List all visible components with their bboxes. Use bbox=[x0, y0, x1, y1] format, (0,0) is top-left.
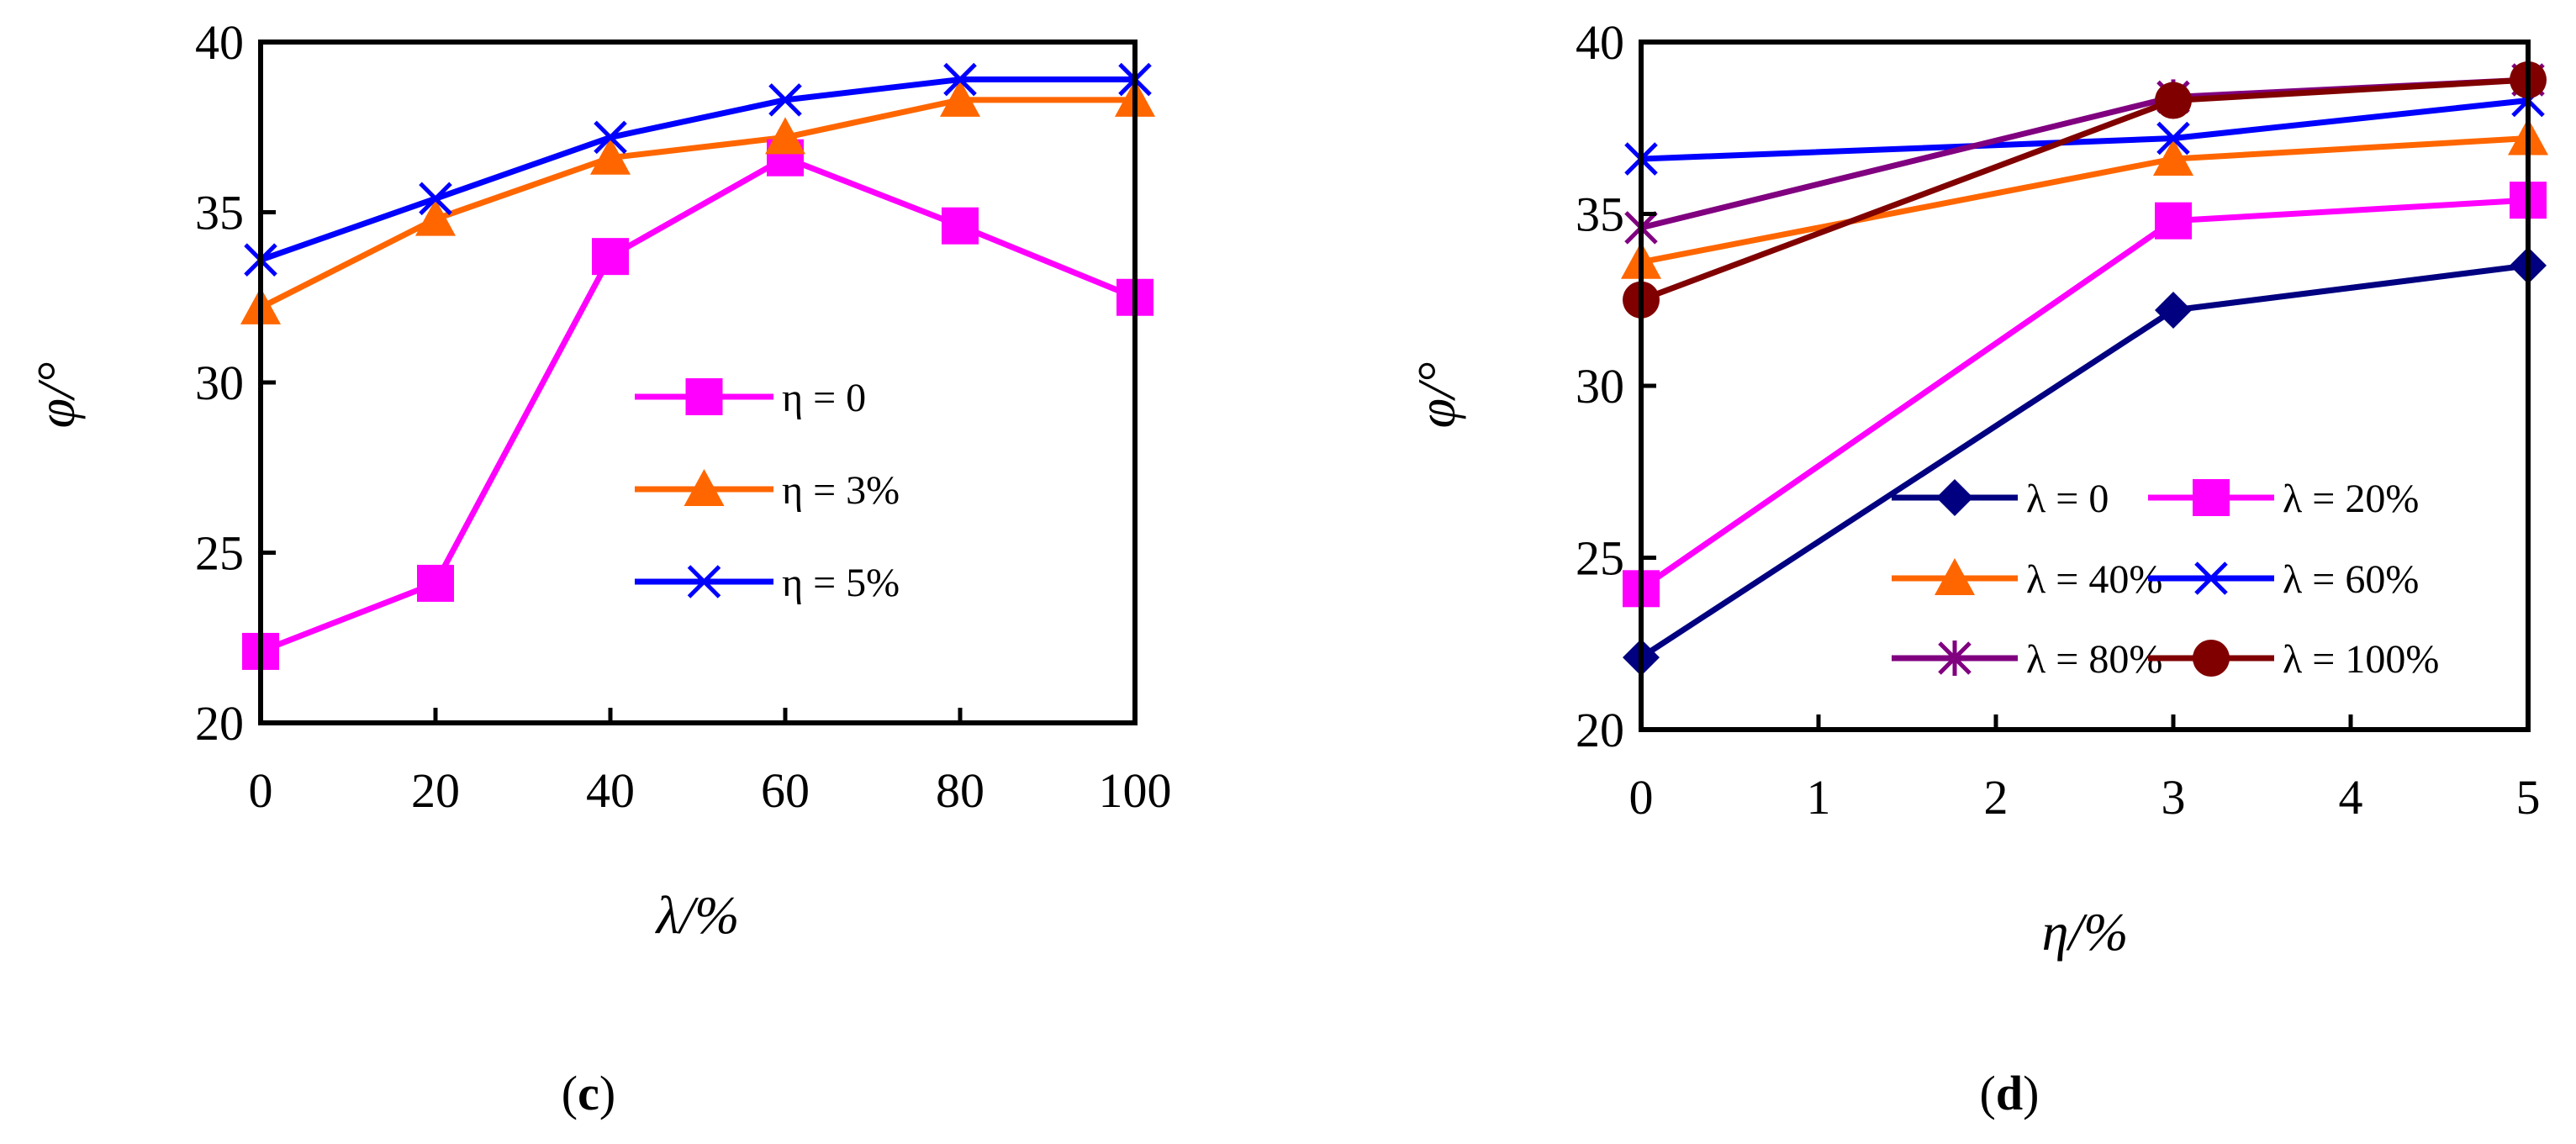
chart-d-xtick-label-3: 3 bbox=[2162, 770, 2186, 825]
chart-c-legend-0-marker bbox=[685, 378, 723, 415]
chart-c-series-2-point-1-stroke-b bbox=[419, 182, 452, 216]
chart-d-legend-2-marker bbox=[1935, 558, 1975, 595]
chart-d-legend-0-label: λ = 0 bbox=[2026, 477, 2109, 521]
chart-d-legend: λ = 0 λ = 20% λ = 40% λ = 60% λ = 80% λ = 100… bbox=[1892, 477, 2439, 682]
chart-d-panel-letter: d bbox=[1996, 1066, 2023, 1120]
chart-d-series-3-point-1-stroke-b bbox=[2156, 121, 2190, 156]
chart-c-series-0-point-4 bbox=[942, 207, 979, 245]
chart-c-legend-2-marker-stroke-b bbox=[687, 565, 721, 598]
chart-c-legend-1-marker bbox=[684, 469, 725, 506]
chart-c-legend-2-marker bbox=[687, 565, 721, 598]
chart-d-xtick-label-1: 1 bbox=[1807, 770, 1831, 825]
chart-c-series-1-point-2 bbox=[590, 137, 631, 175]
chart-c-legend-0-label: η = 0 bbox=[782, 376, 866, 420]
chart-d-ytick-label-1: 25 bbox=[1576, 531, 1624, 586]
chart-d-series-1-point-1 bbox=[2155, 202, 2192, 240]
chart-d-xtick-label-2: 2 bbox=[1984, 770, 2009, 825]
chart-c-xtick-label-4: 80 bbox=[936, 763, 984, 818]
chart-c-series-1-point-1 bbox=[415, 198, 456, 236]
chart-d-series-3-point-1 bbox=[2156, 121, 2190, 156]
chart-c-ylabel: φ/° bbox=[26, 362, 86, 429]
chart-d-ytick-label-0: 20 bbox=[1576, 703, 1624, 757]
chart-c-xtick-label-2: 40 bbox=[586, 763, 635, 818]
chart-d-legend-3-marker-stroke-b bbox=[2194, 561, 2228, 595]
chart-c-ytick-label-4: 40 bbox=[195, 15, 244, 70]
chart-d-legend-0-marker bbox=[1936, 479, 1973, 516]
chart-d-series-3-line bbox=[1640, 98, 2529, 162]
chart-d-legend-1-marker bbox=[2193, 479, 2230, 516]
chart-d-xtick-label-5: 5 bbox=[2516, 770, 2541, 825]
chart-d-series-2-line bbox=[1640, 135, 2529, 266]
chart-c-xtick-label-3: 60 bbox=[761, 763, 810, 818]
chart-d-ytick-label-2: 30 bbox=[1576, 359, 1624, 414]
chart-c-marks bbox=[240, 62, 1155, 670]
chart-d-series-0-point-1 bbox=[2155, 292, 2192, 329]
chart-c-legend-1-label: η = 3% bbox=[782, 468, 900, 513]
chart-d-ytick-label-4: 40 bbox=[1576, 15, 1624, 70]
chart-d-legend-3-marker bbox=[2194, 561, 2228, 595]
chart-c-xtick-label-0: 0 bbox=[249, 763, 273, 818]
chart-c-series-2-point-3 bbox=[768, 83, 802, 117]
chart-d-xlabel: η/% bbox=[2042, 902, 2129, 962]
chart-c-series-0-point-1 bbox=[417, 564, 454, 602]
chart-d-xtick-label-0: 0 bbox=[1629, 770, 1654, 825]
chart-c-series-2-point-4 bbox=[943, 62, 977, 97]
chart-c-ytick-label-1: 25 bbox=[195, 526, 244, 581]
chart-c-series-2-line bbox=[259, 76, 1135, 263]
chart-d-legend-3-label: λ = 60% bbox=[2283, 557, 2419, 602]
chart-c-xlabel: λ/% bbox=[655, 885, 740, 945]
chart-c-series-1-point-3 bbox=[765, 117, 805, 155]
chart-c-panel-label: (c) bbox=[562, 1066, 615, 1120]
chart-d-series-1-line bbox=[1639, 197, 2529, 592]
chart-c-legend: η = 0 η = 3% η = 5% bbox=[635, 376, 900, 605]
chart-d-ytick-label-3: 35 bbox=[1576, 187, 1624, 242]
chart-c-series-2-point-4-stroke-b bbox=[943, 62, 977, 97]
chart-c-series-2-point-2 bbox=[594, 120, 627, 155]
chart-c-xtick-label-1: 20 bbox=[411, 763, 460, 818]
chart-c-series-2-point-3-stroke-b bbox=[768, 83, 802, 117]
chart-c-series-0-point-2 bbox=[592, 238, 629, 276]
chart-d-series-5-point-1 bbox=[2155, 82, 2192, 119]
chart-d-ylabel: φ/° bbox=[1407, 362, 1466, 429]
chart-d-ticks: 0 1 2 3 4 5 20 25 30 35 40 bbox=[1576, 15, 2541, 825]
chart-d-legend-2-label: λ = 40% bbox=[2026, 557, 2162, 602]
chart-c-ytick-label-3: 35 bbox=[195, 186, 244, 240]
chart-d-marks bbox=[1621, 61, 2548, 677]
chart-c-panel-letter: c bbox=[578, 1066, 599, 1120]
chart-d-xtick-label-4: 4 bbox=[2339, 770, 2363, 825]
chart-d-legend-4-label: λ = 80% bbox=[2026, 637, 2162, 682]
chart-c-legend-2-label: η = 5% bbox=[782, 561, 900, 605]
chart-d-legend-4-marker bbox=[1938, 641, 1972, 676]
chart-c-ytick-label-2: 30 bbox=[195, 356, 244, 410]
chart-d-panel-label: (d) bbox=[1980, 1066, 2040, 1120]
chart-d-series-2-point-1 bbox=[2153, 139, 2193, 177]
chart-d-legend-5-marker bbox=[2193, 640, 2230, 677]
chart-d-legend-5-label: λ = 100% bbox=[2283, 637, 2439, 682]
chart-c-ytick-label-0: 20 bbox=[195, 696, 244, 751]
chart-c-series-0-line bbox=[259, 155, 1137, 655]
chart-c-series-1-line bbox=[259, 97, 1135, 311]
chart-c-series-1-point-4 bbox=[940, 79, 980, 117]
chart-c-xtick-label-5: 100 bbox=[1099, 763, 1172, 818]
chart-d-legend-1-label: λ = 20% bbox=[2283, 477, 2419, 521]
chart-c-series-2-point-2-stroke-b bbox=[594, 120, 627, 155]
chart-c-series-2-point-1 bbox=[419, 182, 452, 216]
